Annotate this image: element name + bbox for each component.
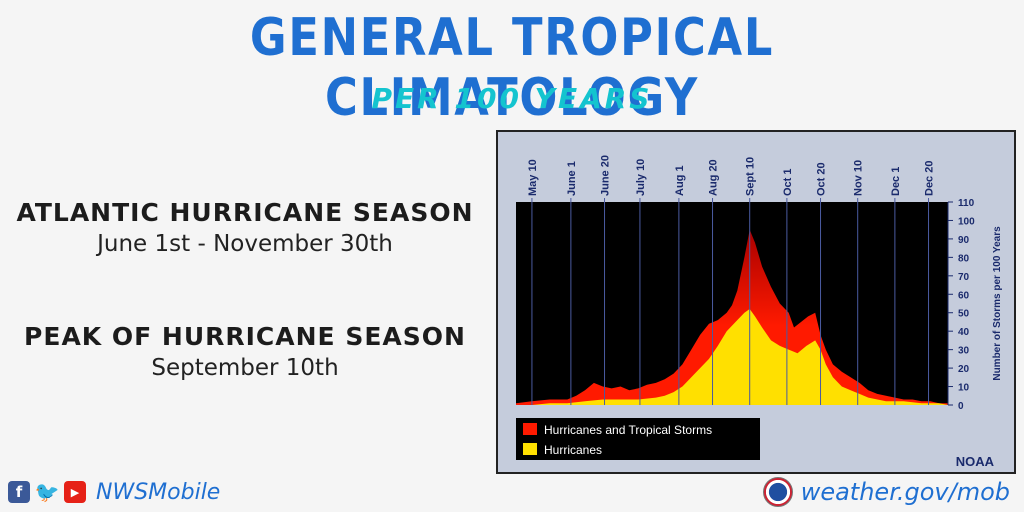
y-tick-label: 70 — [958, 272, 970, 283]
y-axis-label: Number of Storms per 100 Years — [992, 226, 1003, 381]
nws-seal-icon — [762, 477, 793, 507]
y-tick-label: 20 — [958, 364, 970, 375]
date-tick-label: Aug 1 — [674, 165, 686, 196]
chart-panel: May 10 June 1 June 20 July 10 Aug 1 Aug 20 Sep… — [496, 130, 1016, 474]
twitter-icon[interactable]: 🐦 — [34, 480, 60, 504]
date-tick-label: July 10 — [635, 159, 647, 196]
social-links: f 🐦 ▶ NWSMobile — [8, 478, 220, 506]
facebook-icon[interactable]: f — [8, 481, 30, 503]
y-tick-label: 80 — [958, 253, 970, 264]
info-peak-value: September 10th — [151, 355, 339, 381]
legend-label-storms: Hurricanes and Tropical Storms — [544, 423, 712, 437]
legend-swatch-storms — [523, 423, 537, 435]
date-tick-label: Aug 20 — [708, 159, 720, 196]
date-tick-label: Sept 10 — [745, 157, 757, 196]
legend-swatch-hurricanes — [523, 443, 537, 455]
y-tick-label: 100 — [958, 216, 975, 227]
y-tick-label: 90 — [958, 235, 970, 246]
social-handle[interactable]: NWSMobile — [96, 479, 221, 505]
y-tick-label: 10 — [958, 383, 970, 394]
date-tick-label: June 1 — [566, 161, 578, 196]
legend-box — [516, 418, 760, 460]
youtube-icon[interactable]: ▶ — [64, 481, 86, 503]
series-storms-area — [516, 229, 948, 405]
website-url[interactable]: weather.gov/mob — [800, 478, 1010, 506]
y-tick-label: 110 — [958, 198, 975, 209]
date-tick-label: Nov 10 — [853, 160, 865, 196]
page-title: GENERAL TROPICAL CLIMATOLOGY — [249, 8, 775, 128]
info-season-value: June 1st - November 30th — [97, 231, 393, 257]
y-tick-label: 30 — [958, 346, 970, 357]
page-subtitle: PER 100 YEARS — [371, 82, 653, 115]
info-season: ATLANTIC HURRICANE SEASON June 1st - Nov… — [10, 198, 480, 257]
y-tick-label: 40 — [958, 327, 970, 338]
attribution-label: NOAA — [956, 454, 995, 469]
y-tick-label: 60 — [958, 290, 970, 301]
date-tick-label: Dec 20 — [924, 161, 936, 196]
date-tick-label: Oct 20 — [816, 162, 828, 196]
info-peak-heading: PEAK OF HURRICANE SEASON — [24, 322, 466, 351]
date-tick-label: June 20 — [600, 155, 612, 196]
website-link: weather.gov/mob — [762, 476, 1010, 508]
climatology-chart: May 10 June 1 June 20 July 10 Aug 1 Aug 20 Sep… — [516, 155, 1003, 469]
y-tick-label: 50 — [958, 309, 970, 320]
date-tick-label: May 10 — [527, 159, 539, 196]
date-tick-label: Oct 1 — [782, 168, 794, 196]
info-season-heading: ATLANTIC HURRICANE SEASON — [16, 198, 474, 227]
y-tick-label: 0 — [958, 401, 964, 412]
series-hurricanes-area — [516, 309, 948, 405]
date-tick-label: Dec 1 — [890, 167, 902, 196]
legend-label-hurricanes: Hurricanes — [544, 443, 602, 457]
info-peak: PEAK OF HURRICANE SEASON September 10th — [10, 322, 480, 381]
